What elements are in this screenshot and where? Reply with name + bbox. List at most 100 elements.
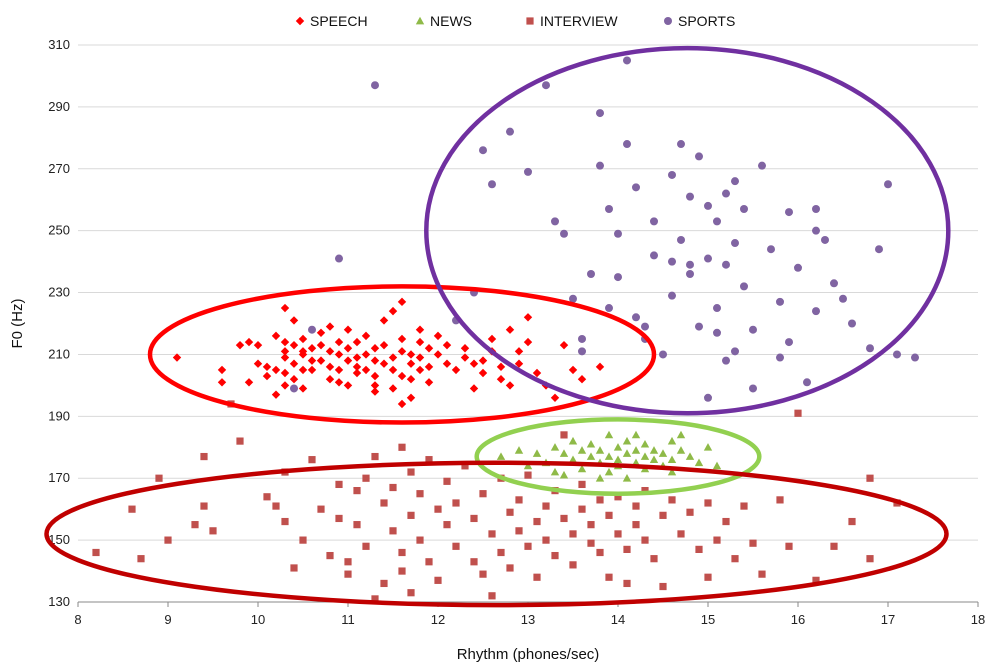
data-point-speech <box>280 353 290 362</box>
data-point-sports <box>812 205 820 214</box>
data-point-news <box>622 474 632 482</box>
data-point-speech <box>289 375 299 384</box>
data-point-news <box>604 430 614 439</box>
data-point-speech <box>325 347 335 356</box>
data-point-interview <box>632 502 640 510</box>
data-point-interview <box>272 502 280 510</box>
data-point-interview <box>659 582 667 591</box>
data-point-interview <box>425 558 433 566</box>
data-point-interview <box>416 490 424 498</box>
data-point-speech <box>298 334 308 344</box>
data-point-speech <box>271 390 281 399</box>
data-point-speech <box>415 337 425 347</box>
data-point-speech <box>298 365 308 375</box>
data-point-sports <box>632 313 640 322</box>
data-point-sports <box>371 81 379 90</box>
data-point-speech <box>361 331 371 341</box>
data-point-sports <box>839 294 847 303</box>
data-point-interview <box>362 474 370 482</box>
y-tick-label: 130 <box>48 594 70 609</box>
data-point-interview <box>533 573 541 581</box>
data-point-interview <box>632 521 640 529</box>
data-point-interview <box>677 530 685 538</box>
y-tick-label: 190 <box>48 408 70 423</box>
data-point-interview <box>434 505 442 513</box>
data-point-sports <box>605 304 613 313</box>
data-point-sports <box>686 260 694 269</box>
data-point-news <box>667 467 677 476</box>
data-point-speech <box>487 334 497 344</box>
x-tick-label: 16 <box>791 612 805 627</box>
data-point-speech <box>334 350 344 359</box>
legend-marker-sports <box>664 17 672 25</box>
data-point-sports <box>740 205 748 214</box>
data-point-interview <box>398 567 406 575</box>
data-point-speech <box>532 368 542 378</box>
data-point-interview <box>596 548 604 557</box>
data-point-sports <box>830 279 838 288</box>
data-point-sports <box>875 245 883 254</box>
data-point-interview <box>92 548 100 557</box>
data-point-speech <box>289 340 299 350</box>
series-news <box>496 430 722 482</box>
data-point-speech <box>397 347 407 356</box>
y-tick-label: 250 <box>48 223 70 238</box>
data-point-interview <box>704 573 712 581</box>
data-point-interview <box>425 456 433 464</box>
data-point-speech <box>316 328 326 337</box>
data-point-sports <box>290 384 298 393</box>
data-point-news <box>703 443 713 451</box>
data-point-speech <box>397 334 407 344</box>
data-point-speech <box>397 371 407 381</box>
data-point-speech <box>370 387 380 396</box>
data-point-sports <box>893 350 901 359</box>
data-point-speech <box>568 365 578 375</box>
series-sports <box>290 56 919 402</box>
data-point-interview <box>434 576 442 584</box>
data-point-speech <box>361 365 371 375</box>
data-point-interview <box>263 493 271 501</box>
data-point-interview <box>659 511 667 519</box>
data-points <box>92 56 919 603</box>
data-point-sports <box>731 239 739 248</box>
data-point-sports <box>776 297 784 306</box>
data-point-interview <box>407 468 415 476</box>
data-point-interview <box>614 493 622 501</box>
data-point-sports <box>794 263 802 272</box>
data-point-speech <box>280 347 290 356</box>
data-point-interview <box>461 462 469 470</box>
data-point-sports <box>776 353 784 362</box>
x-axis: 8 9 10 11 12 13 14 15 16 17 18 <box>74 602 985 627</box>
data-point-sports <box>911 353 919 362</box>
data-point-speech <box>271 365 281 375</box>
data-point-interview <box>641 487 649 495</box>
data-point-sports <box>578 334 586 343</box>
data-point-interview <box>470 558 478 566</box>
data-point-speech <box>559 340 569 350</box>
data-point-interview <box>749 539 757 547</box>
data-point-interview <box>389 527 397 535</box>
data-point-sports <box>884 180 892 189</box>
data-point-speech <box>577 375 587 384</box>
cluster-ellipses <box>44 45 951 608</box>
data-point-interview <box>371 595 379 603</box>
data-point-sports <box>740 282 748 291</box>
x-tick-label: 10 <box>251 612 265 627</box>
data-point-interview <box>353 521 361 529</box>
data-point-interview <box>128 505 136 513</box>
data-point-interview <box>353 487 361 495</box>
data-point-interview <box>398 548 406 557</box>
data-point-sports <box>758 161 766 170</box>
data-point-speech <box>478 356 488 365</box>
data-point-speech <box>370 371 380 381</box>
data-point-news <box>604 452 614 460</box>
data-point-news <box>613 455 623 464</box>
data-point-speech <box>460 353 470 362</box>
data-point-sports <box>632 183 640 192</box>
data-point-interview <box>335 480 343 489</box>
data-point-speech <box>415 365 425 375</box>
data-point-interview <box>578 505 586 513</box>
data-point-sports <box>614 229 622 238</box>
data-point-speech <box>442 340 452 350</box>
data-point-news <box>676 430 686 439</box>
